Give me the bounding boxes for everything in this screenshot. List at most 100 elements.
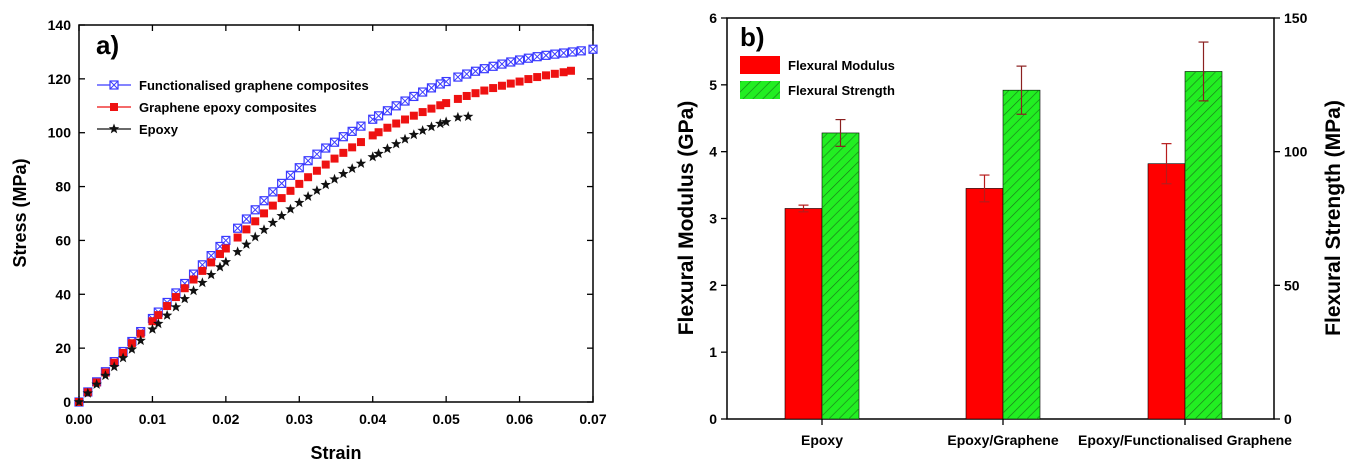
data-point	[147, 323, 158, 334]
bar-hatch	[1185, 71, 1222, 419]
series-marker	[153, 318, 164, 329]
series-marker	[258, 224, 270, 235]
data-point	[148, 317, 157, 326]
series-marker	[436, 101, 445, 110]
chart-a: 0.00 0.01 0.02 0.03 0.04 0.05 0.06 0.07 0 20 40 60…	[10, 17, 607, 463]
data-point	[588, 44, 598, 54]
y-tick-label: 5	[709, 77, 717, 93]
legend-label: Epoxy	[139, 122, 179, 137]
data-point	[515, 77, 524, 86]
series-marker	[462, 69, 472, 79]
series-marker	[550, 49, 560, 59]
series-marker	[127, 339, 136, 348]
series-marker	[399, 133, 411, 144]
bar	[1147, 163, 1186, 420]
data-point	[294, 197, 305, 208]
legend-item: Flexural Strength	[740, 81, 895, 99]
chart-a-y-ticks: 0 20 40 60 80 100 120 140	[48, 17, 593, 410]
series-marker	[215, 250, 224, 259]
series-marker	[391, 101, 401, 111]
series-marker	[100, 370, 111, 381]
chart-b-y2-ticks: 0 50 100 150	[1274, 10, 1308, 427]
legend-swatch	[740, 56, 780, 74]
y-tick-label: 120	[48, 71, 72, 87]
data-point	[442, 99, 451, 108]
series-marker	[346, 163, 358, 174]
series-marker	[567, 47, 578, 57]
series-marker	[339, 148, 348, 157]
series-marker	[154, 311, 163, 320]
data-point	[368, 131, 377, 140]
series-marker	[392, 119, 401, 128]
chart-a-x-axis-label: Strain	[310, 443, 361, 463]
series-marker	[205, 269, 217, 280]
chart-a-series	[73, 44, 598, 407]
bar-hatch	[822, 132, 859, 419]
data-point	[514, 55, 525, 65]
series-marker	[285, 203, 296, 214]
series-marker	[382, 143, 393, 154]
series-marker	[321, 160, 330, 169]
y-tick-label: 6	[709, 10, 717, 26]
series-marker	[268, 187, 278, 197]
series-marker	[391, 138, 402, 149]
legend-marker	[108, 123, 120, 134]
legend-label: Flexural Strength	[788, 83, 895, 98]
series-marker	[241, 238, 252, 249]
series-marker	[277, 194, 286, 203]
data-point	[462, 111, 474, 121]
series-marker	[479, 64, 489, 74]
legend-item: Graphene epoxy composites	[97, 100, 317, 115]
series-marker	[418, 108, 427, 117]
series-marker	[136, 329, 145, 338]
bar-group	[1184, 41, 1223, 420]
data-point	[294, 163, 304, 173]
x-tick-label: 0.02	[212, 411, 239, 427]
series-marker	[401, 115, 410, 124]
bar-group	[821, 118, 860, 420]
series-marker	[497, 81, 506, 90]
series-marker	[259, 196, 269, 206]
series-marker	[109, 361, 120, 372]
series-marker	[470, 66, 481, 76]
series-marker	[286, 186, 295, 195]
series-marker	[452, 111, 464, 122]
series-marker	[453, 72, 463, 82]
series-marker	[347, 126, 357, 136]
x-tick-label: 0.07	[579, 411, 606, 427]
data-point	[221, 244, 230, 253]
series-marker	[550, 69, 559, 78]
series-marker	[161, 309, 173, 320]
series-marker	[82, 387, 93, 398]
legend-marker	[109, 80, 119, 90]
series-marker	[197, 277, 208, 288]
series-marker	[330, 154, 339, 163]
series-marker	[179, 293, 190, 304]
series-marker	[426, 121, 437, 132]
chart-a-x-ticks: 0.00 0.01 0.02 0.03 0.04 0.05 0.06 0.07	[65, 25, 607, 427]
chart-a-y-axis-label: Stress (MPa)	[10, 158, 30, 267]
category-label: Epoxy	[801, 432, 843, 448]
chart-b-y2-axis-label: Flexural Strength (MPa)	[1322, 100, 1345, 336]
series-marker	[348, 143, 357, 152]
series-marker	[409, 91, 419, 102]
bar	[965, 188, 1004, 420]
series-marker	[576, 46, 586, 56]
chart-a-legend: Functionalised graphene composites Graphe…	[97, 78, 369, 137]
series-marker	[506, 79, 515, 88]
series-marker	[135, 335, 146, 346]
chart-a-plot-frame	[78, 24, 594, 403]
y-tick-label: 0	[63, 394, 71, 410]
series-marker	[250, 231, 261, 242]
series-marker	[488, 61, 498, 71]
series-marker	[171, 293, 180, 302]
legend-label: Graphene epoxy composites	[139, 100, 317, 115]
bar-group	[784, 204, 823, 420]
series-marker	[356, 138, 365, 147]
series-marker	[533, 73, 542, 82]
legend-item: Flexural Modulus	[740, 56, 895, 74]
series-marker	[302, 191, 314, 201]
data-point	[440, 116, 452, 127]
series-marker	[532, 52, 542, 62]
